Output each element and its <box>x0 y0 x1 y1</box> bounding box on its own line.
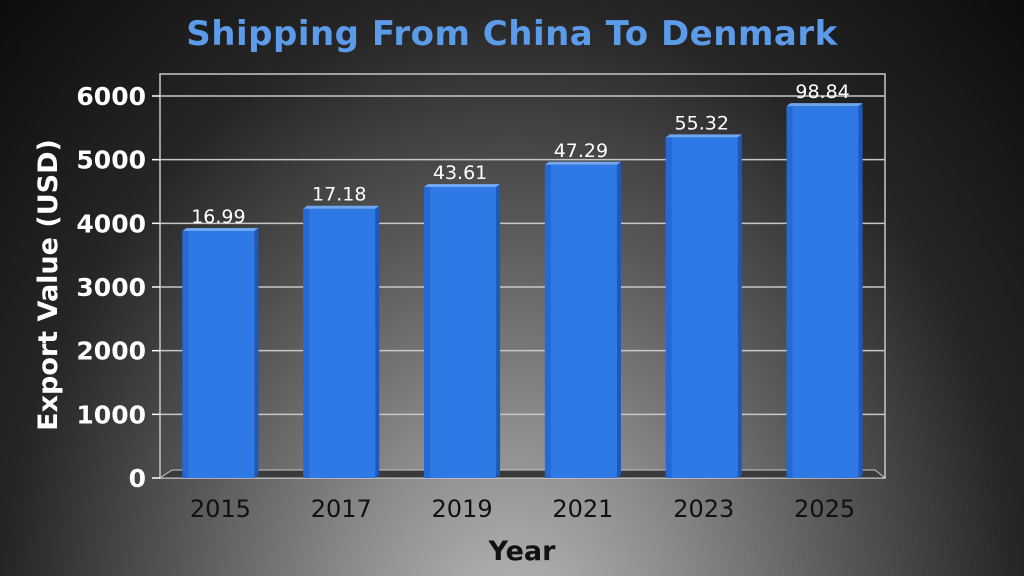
bar-front <box>544 164 617 478</box>
y-axis-title: Export Value (USD) <box>33 139 64 431</box>
y-tick-label: 2000 <box>76 337 146 366</box>
bar-side <box>858 103 863 478</box>
bar-2015 <box>182 227 259 478</box>
x-tick-label: 2025 <box>794 495 855 523</box>
bar-2023 <box>665 134 742 478</box>
bar-top <box>182 227 259 231</box>
chart-title: Shipping From China To Denmark <box>186 14 838 54</box>
x-tick-label: 2015 <box>190 495 251 523</box>
bar-edge <box>544 164 551 478</box>
x-tick-label: 2017 <box>311 495 372 523</box>
bar-2025 <box>786 103 863 478</box>
bars-layer <box>182 103 863 478</box>
floor-plane <box>158 469 887 479</box>
bar-side <box>254 227 259 478</box>
y-axis-ticks: 0 1000 2000 3000 4000 5000 6000 <box>76 82 160 493</box>
bar-2017 <box>303 205 380 478</box>
chart-floor <box>158 469 887 479</box>
data-label: 98.84 <box>795 81 849 103</box>
x-tick-label: 2023 <box>673 495 734 523</box>
bar-top <box>303 205 380 209</box>
y-tick-label: 4000 <box>76 209 146 238</box>
x-tick-label: 2019 <box>432 495 493 523</box>
grid-layer <box>159 73 886 479</box>
y-tick-label: 3000 <box>76 273 146 302</box>
data-label: 43.61 <box>433 162 487 184</box>
x-axis-title: Year <box>488 536 557 567</box>
x-axis-ticks: 2015 2017 2019 2021 2023 2025 <box>190 495 855 523</box>
bar-side <box>375 205 380 478</box>
bar-edge <box>786 106 793 478</box>
bar-front <box>786 106 859 478</box>
plot-frame <box>159 73 886 479</box>
bar-top <box>665 134 742 138</box>
bar-front <box>665 137 738 478</box>
bar-top <box>544 161 621 165</box>
bar-edge <box>182 230 189 478</box>
bar-edge <box>665 137 672 478</box>
data-label: 47.29 <box>554 140 608 162</box>
data-label: 17.18 <box>312 184 366 206</box>
data-labels-layer: 16.99 17.18 43.61 47.29 55.32 98.84 <box>191 81 850 228</box>
x-tick-label: 2021 <box>552 495 613 523</box>
bar-side <box>737 134 742 478</box>
y-tick-label: 1000 <box>76 400 146 429</box>
bar-top <box>786 103 863 107</box>
bar-side <box>616 161 621 478</box>
bar-edge <box>424 187 431 478</box>
bar-front <box>424 187 497 478</box>
bar-2019 <box>424 184 501 478</box>
y-tick-label: 6000 <box>76 82 146 111</box>
bar-edge <box>303 208 310 478</box>
bar-side <box>496 184 501 478</box>
bar-2021 <box>544 161 621 478</box>
data-label: 16.99 <box>191 206 245 228</box>
bar-top <box>424 184 501 188</box>
bar-front <box>303 208 376 478</box>
y-tick-label: 5000 <box>76 146 146 175</box>
data-label: 55.32 <box>675 112 729 134</box>
bar-front <box>182 230 255 478</box>
y-tick-label: 0 <box>129 464 146 493</box>
